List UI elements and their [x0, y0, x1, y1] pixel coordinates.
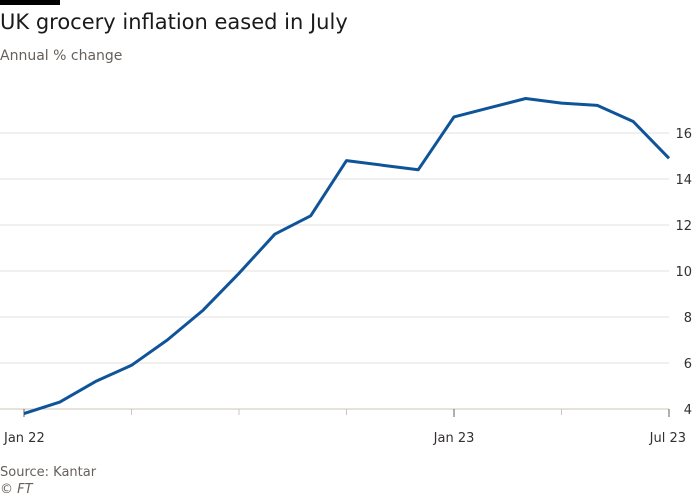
y-tick-label: 14 [675, 173, 692, 188]
y-tick-label: 10 [675, 265, 692, 280]
x-tick-label: Jan 22 [3, 431, 45, 446]
y-tick-label: 4 [684, 403, 692, 418]
copyright-credit: © FT [0, 482, 33, 497]
y-tick-label: 16 [675, 127, 692, 142]
y-tick-label: 6 [684, 357, 692, 372]
line-chart: 4 6 8 10 12 14 16 Jan 22 Jan 23 Jul 23 [0, 97, 692, 446]
source-note: Source: Kantar [0, 465, 97, 480]
x-tick-label: Jul 23 [649, 431, 686, 446]
chart-title: UK grocery inflation eased in July [0, 10, 348, 34]
brand-bar [0, 0, 60, 5]
x-tick-label: Jan 23 [433, 431, 475, 446]
y-tick-label: 12 [675, 219, 692, 234]
y-tick-label: 8 [684, 311, 692, 326]
chart-subtitle: Annual % change [0, 48, 123, 64]
series-line [23, 97, 671, 416]
